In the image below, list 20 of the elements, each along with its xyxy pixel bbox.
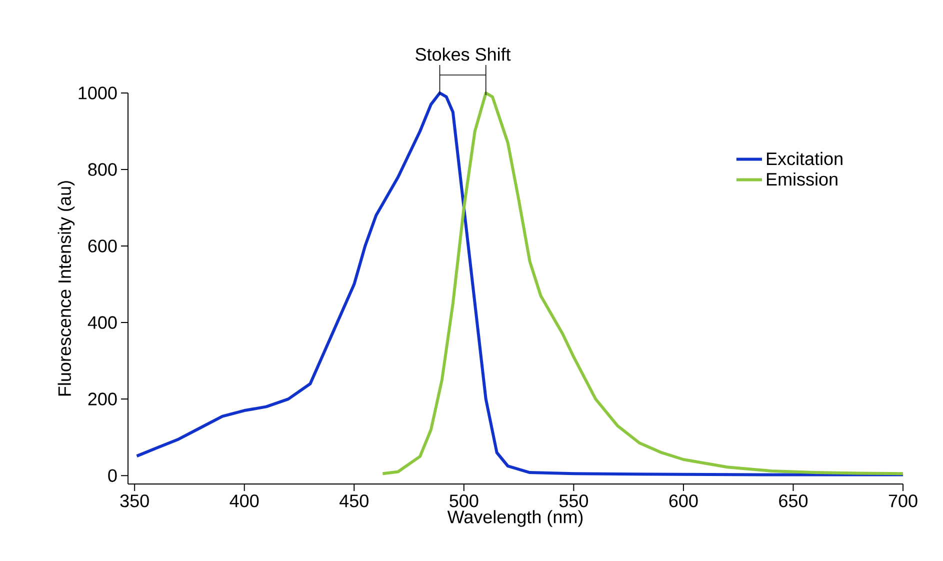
x-tick-label: 650 [779,494,808,508]
y-tick-label: 600 [88,240,117,252]
x-tick-label: 550 [559,494,588,508]
y-tick-label: 400 [88,316,117,329]
x-tick-label: 600 [669,494,698,508]
x-tick-label: 450 [340,494,368,508]
x-tick-label: 700 [888,494,918,508]
y-axis-title: Fluorescence Intensity (au) [58,181,75,396]
annotation: Stokes Shift [416,48,511,61]
y-tick-label: 800 [88,163,117,176]
legend-label: Emission [766,172,838,186]
y-tick-label: 200 [88,392,117,406]
x-tick-label: 350 [120,494,149,508]
x-tick-label: 400 [230,494,259,508]
x-tick-label: 500 [450,494,478,508]
y-tick-label: 1000 [78,86,117,100]
y-tick-label: 0 [108,469,117,482]
line-series [381,91,904,476]
x-axis-title: Wavelength (nm) [447,510,583,527]
legend-label: Excitation [766,152,842,166]
